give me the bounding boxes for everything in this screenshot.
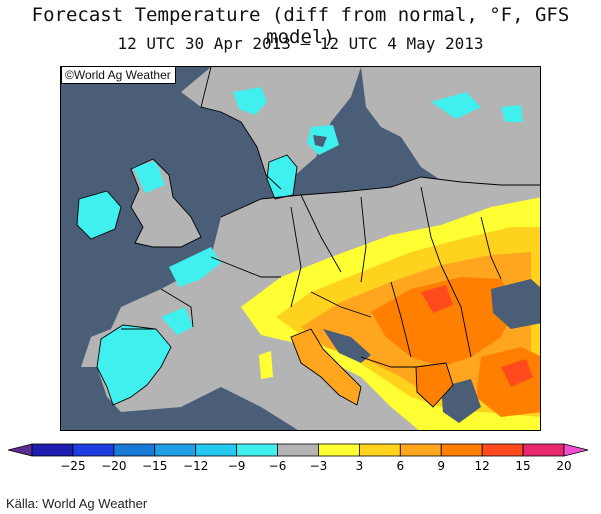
land-scandinavia (181, 67, 361, 189)
legend-arrow-left (7, 443, 33, 457)
adriatic (323, 329, 371, 363)
cool-france (169, 247, 221, 287)
legend-swatch (522, 443, 565, 457)
legend-arrow-right (563, 443, 589, 457)
legend-swatch (481, 443, 524, 457)
baltic (321, 152, 381, 187)
cool-finland (431, 92, 481, 119)
legend-swatch (31, 443, 74, 457)
hottest-romania (421, 285, 453, 313)
legend-tick-label: −6 (269, 459, 287, 473)
hotter-balkans (371, 277, 516, 367)
legend-tick-label: −25 (60, 459, 85, 473)
legend-tick-label: 20 (556, 459, 571, 473)
legend-tick-label: −20 (101, 459, 126, 473)
color-legend: −25−20−15−12−9−6−336912152025 (7, 438, 601, 478)
land-greece (416, 363, 453, 407)
land-ireland (77, 191, 121, 239)
map-canvas (61, 67, 540, 430)
temperature-anomaly-map (60, 66, 541, 431)
legend-tick-label: 12 (475, 459, 490, 473)
land-finland-russia (361, 67, 540, 217)
mediterranean-west (61, 367, 298, 430)
legend-swatch (72, 443, 115, 457)
cool-iberia (97, 325, 171, 405)
legend-tick-label: 15 (515, 459, 530, 473)
legend-swatch (236, 443, 278, 457)
aegean (441, 379, 481, 423)
land-sardinia (259, 351, 273, 379)
legend-tick-label: −15 (142, 459, 167, 473)
source-caption: Källa: World Ag Weather (6, 496, 148, 511)
legend-swatch (113, 443, 156, 457)
legend-bar: −25−20−15−12−9−6−336912152025 (7, 443, 601, 473)
legend-swatch (318, 443, 360, 457)
legend-swatch (154, 443, 197, 457)
map-title: Forecast Temperature (diff from normal, … (31, 4, 570, 48)
legend-tick-label: 9 (437, 459, 445, 473)
legend-tick-label: −3 (310, 459, 328, 473)
legend-tick-label: 3 (356, 459, 364, 473)
country-borders (76, 67, 540, 408)
legend-swatch (440, 443, 483, 457)
cool-norway (233, 87, 267, 115)
legend-tick-label: −9 (228, 459, 246, 473)
legend-swatch (399, 443, 442, 457)
land-denmark (267, 155, 297, 199)
legend-swatch (358, 443, 401, 457)
legend-tick-label: −12 (183, 459, 208, 473)
legend-swatch (277, 443, 319, 457)
land-italy (291, 329, 361, 405)
legend-swatch (195, 443, 238, 457)
map-date-range: 12 UTC 30 Apr 2013 — 12 UTC 4 May 2013 (117, 34, 484, 53)
legend-tick-label: 6 (396, 459, 404, 473)
hottest-turkey (501, 359, 533, 387)
black-sea (491, 279, 540, 329)
copyright-label: ©World Ag Weather (61, 66, 176, 84)
